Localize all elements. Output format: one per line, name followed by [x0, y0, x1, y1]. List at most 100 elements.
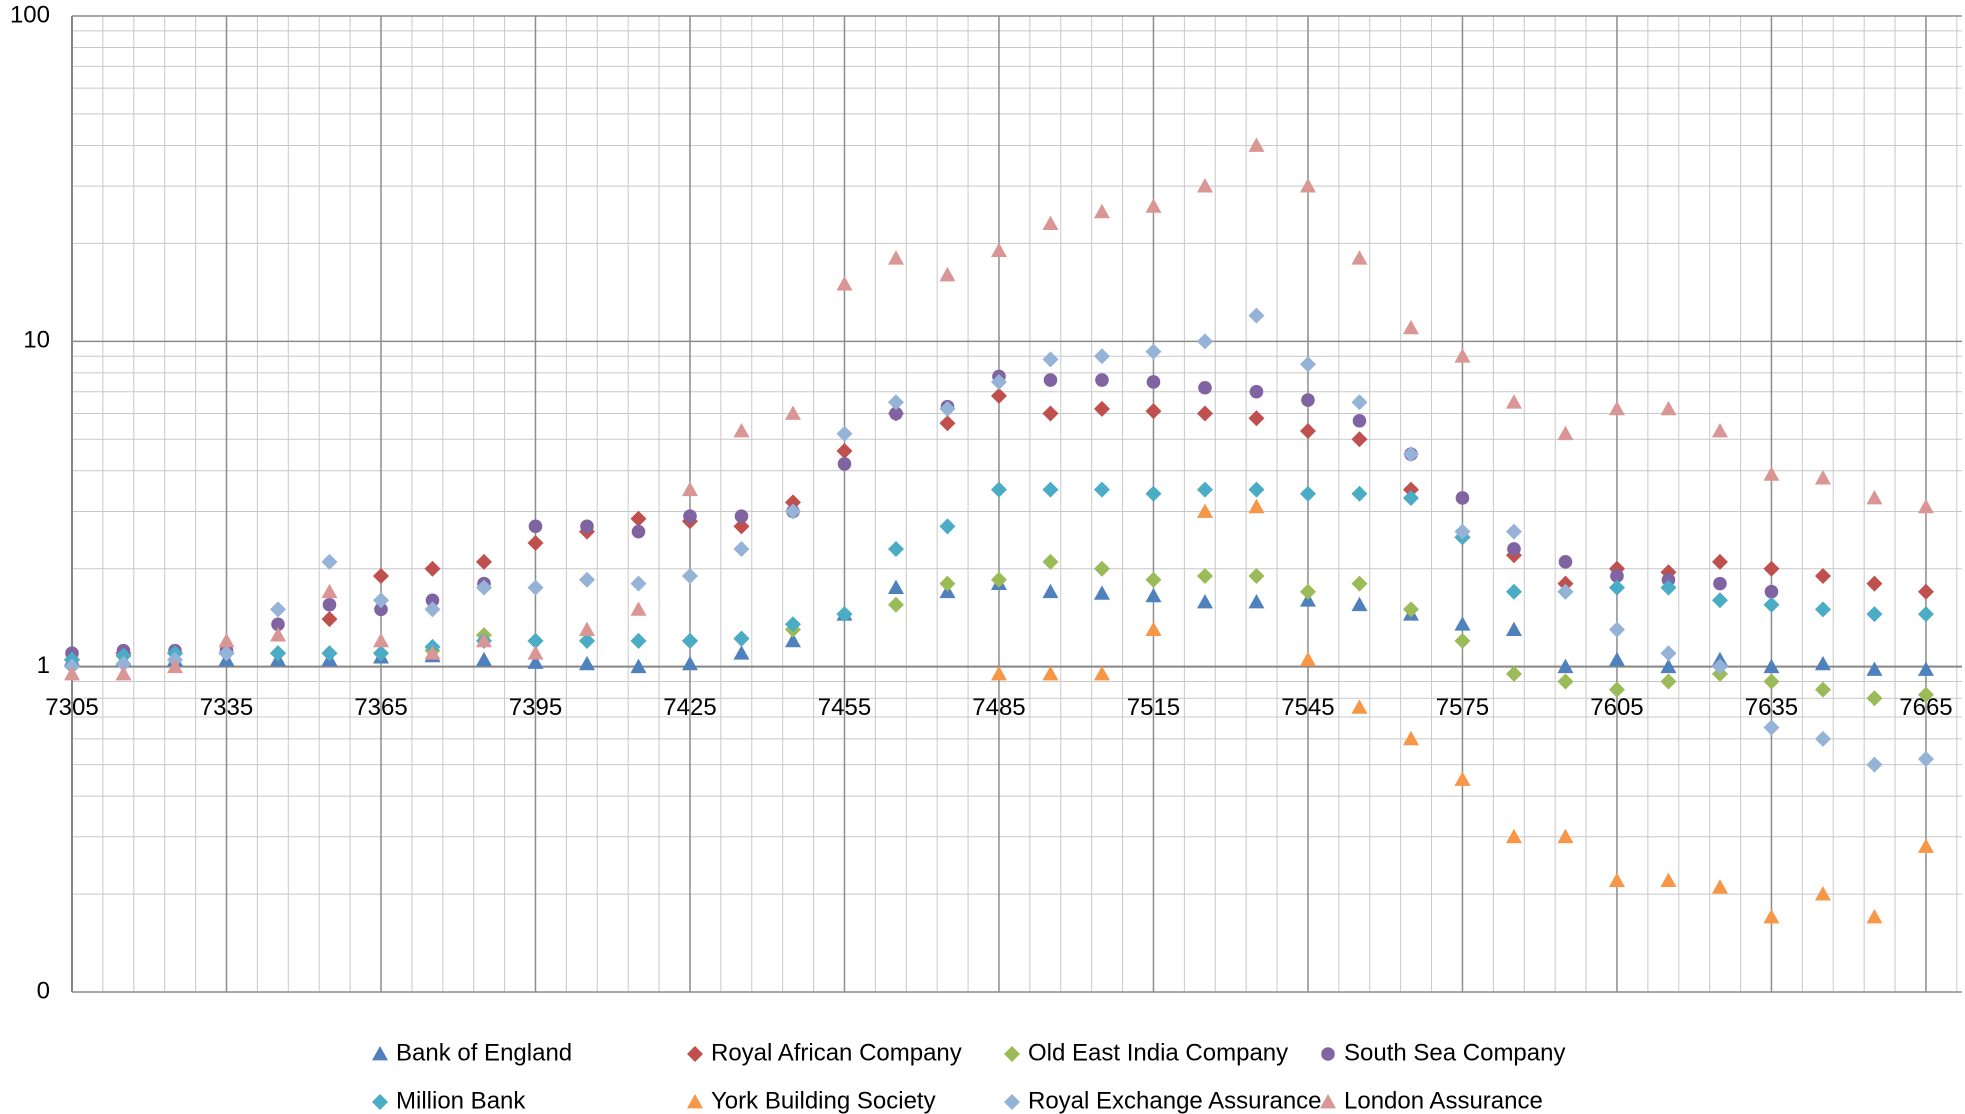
data-point	[939, 575, 956, 592]
data-point	[218, 645, 235, 662]
data-point	[1557, 673, 1574, 690]
legend-marker	[372, 1094, 388, 1110]
data-point	[1351, 699, 1368, 714]
legend-marker	[687, 1094, 703, 1109]
data-point	[887, 540, 904, 557]
legend-label: South Sea Company	[1344, 1039, 1565, 1066]
data-point	[321, 645, 338, 662]
data-point	[1198, 380, 1212, 395]
data-point	[681, 481, 698, 497]
data-point	[1352, 413, 1367, 428]
data-point	[1248, 137, 1265, 152]
data-point	[1249, 384, 1264, 399]
data-point	[683, 509, 697, 524]
x-tick-label: 7455	[818, 694, 871, 721]
data-point	[1093, 481, 1110, 498]
data-point	[630, 575, 647, 592]
data-point	[580, 519, 594, 534]
data-point	[1093, 400, 1110, 417]
data-point	[1454, 348, 1471, 363]
x-tick-label: 7395	[509, 694, 562, 721]
data-point	[271, 617, 285, 632]
data-point	[1917, 661, 1934, 676]
data-point	[990, 373, 1007, 390]
data-point	[1093, 560, 1110, 577]
data-point	[1866, 690, 1883, 707]
data-point	[1145, 571, 1162, 588]
data-point	[1505, 665, 1522, 682]
data-point	[1093, 665, 1110, 681]
data-point	[836, 276, 853, 291]
data-point	[528, 519, 543, 534]
data-point	[1711, 879, 1728, 894]
data-point	[1660, 579, 1677, 596]
data-point	[1351, 575, 1368, 592]
data-point	[1505, 394, 1522, 409]
data-point	[836, 606, 853, 623]
data-point	[1042, 553, 1059, 570]
data-point	[1917, 583, 1934, 600]
data-point	[1351, 431, 1368, 448]
data-point	[1917, 606, 1934, 623]
data-point	[1608, 872, 1625, 887]
data-point	[1145, 485, 1162, 502]
data-point	[1248, 567, 1265, 584]
x-tick-label: 7425	[663, 694, 716, 721]
data-point	[939, 518, 956, 535]
data-point	[1351, 250, 1368, 265]
data-point	[1557, 583, 1574, 600]
data-point	[1248, 307, 1265, 324]
data-point	[475, 632, 492, 648]
data-point	[1248, 594, 1265, 609]
legend-label: Royal African Company	[711, 1039, 962, 1066]
data-point	[784, 616, 801, 633]
data-point	[1505, 583, 1522, 600]
data-point	[1299, 651, 1316, 667]
data-point	[784, 632, 801, 648]
data-point	[1660, 400, 1677, 416]
data-point	[990, 387, 1007, 404]
legend-label: Million Bank	[396, 1087, 526, 1114]
data-point	[1814, 567, 1831, 584]
data-point	[887, 250, 904, 265]
data-point	[1814, 730, 1831, 747]
data-point	[1608, 400, 1625, 416]
data-point	[1043, 373, 1058, 387]
data-point	[1608, 579, 1625, 596]
data-point	[681, 567, 698, 584]
data-point	[372, 632, 389, 648]
data-point	[837, 457, 852, 471]
y-tick-label: 1	[37, 652, 50, 679]
data-point	[115, 665, 132, 681]
x-tick-label: 7335	[200, 694, 253, 721]
data-point	[784, 503, 801, 520]
x-tick-label: 7605	[1590, 694, 1643, 721]
data-point	[1763, 719, 1780, 736]
legend-marker	[372, 1046, 388, 1061]
data-point	[1248, 410, 1265, 427]
data-point	[681, 655, 698, 671]
data-point	[1402, 489, 1419, 506]
data-point	[990, 571, 1007, 588]
data-point	[1196, 567, 1213, 584]
data-point	[836, 425, 853, 442]
data-point	[1454, 523, 1471, 540]
data-point	[1093, 203, 1110, 219]
data-point	[578, 621, 595, 636]
data-point	[1402, 481, 1419, 498]
data-point	[1351, 394, 1368, 411]
data-point	[1917, 498, 1934, 514]
data-point	[990, 665, 1007, 681]
y-tick-label: 0	[37, 977, 50, 1004]
data-point	[1145, 587, 1162, 603]
data-point	[1351, 485, 1368, 502]
data-point	[1146, 375, 1161, 389]
legend-marker	[1004, 1046, 1020, 1062]
data-point	[1917, 751, 1934, 768]
data-point	[1402, 319, 1419, 335]
x-tick-label: 7485	[972, 694, 1025, 721]
data-point	[784, 405, 801, 420]
legend-marker	[1320, 1094, 1336, 1109]
